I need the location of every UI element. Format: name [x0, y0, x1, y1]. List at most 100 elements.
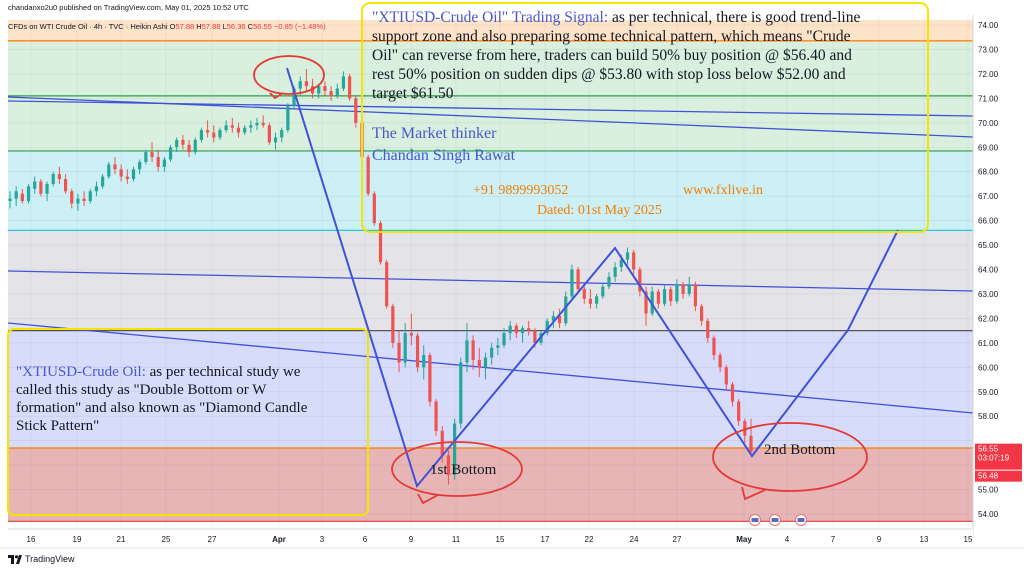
candle-body — [236, 127, 241, 133]
candle-body — [508, 325, 512, 334]
candle-body — [63, 179, 68, 192]
candle-body — [138, 161, 142, 170]
candle-body — [218, 130, 222, 138]
candle-body — [82, 198, 86, 202]
candle-body — [193, 139, 197, 153]
candle-body — [255, 122, 259, 126]
price-tick-label: 67.00 — [978, 192, 999, 201]
candle-body — [70, 191, 74, 204]
time-tick-label: 25 — [162, 535, 171, 544]
pattern-box — [7, 328, 369, 516]
low-price-tag — [975, 470, 1022, 482]
time-tick-label: 7 — [831, 535, 836, 544]
grid-lines — [8, 15, 973, 528]
candle-body — [693, 284, 698, 307]
candle-body — [341, 76, 346, 89]
price-zone — [8, 20, 973, 43]
candle-body — [743, 421, 747, 436]
bar-countdown-label: 03:07:19 — [978, 454, 1010, 463]
candle-body — [391, 306, 395, 343]
time-tick-label: 27 — [673, 535, 682, 544]
pattern-text-line: formation" and also known as "Diamond Ca… — [16, 400, 308, 416]
ohlc-close-label: C — [247, 22, 254, 31]
candle-body — [212, 132, 216, 138]
price-tick-label: 69.00 — [978, 143, 999, 152]
candle-body — [662, 289, 667, 304]
tradingview-brand: TradingView — [25, 554, 75, 564]
candle-body — [588, 298, 593, 304]
candle-body — [317, 86, 321, 94]
website: www.fxlive.in — [683, 183, 763, 198]
symbol-legend[interactable]: CFDs on WTI Crude Oil · 4h · TVC · Heiki… — [8, 22, 326, 31]
candle-body — [385, 262, 389, 307]
candle-body — [94, 186, 99, 192]
candle-body — [131, 169, 136, 180]
last-price-tag — [975, 443, 1022, 470]
candle-body — [718, 355, 722, 368]
candle-body — [366, 157, 370, 194]
candle-body — [595, 296, 599, 304]
annotations: "XTIUSD-Crude Oil" Trading Signal: as pe… — [7, 2, 929, 526]
top-callout-tail — [269, 92, 284, 100]
candle-body — [150, 152, 154, 158]
time-tick-label: 19 — [73, 535, 82, 544]
candle-body — [329, 91, 333, 96]
candle-body — [144, 152, 148, 162]
ohlc-low-value: 56.36 — [226, 22, 246, 31]
candle-body — [168, 147, 173, 160]
price-tick-label: 64.00 — [978, 266, 999, 275]
top-callout-ellipse — [253, 55, 325, 95]
candle-body — [700, 306, 704, 321]
time-tick-label: 17 — [541, 535, 550, 544]
candle-body — [656, 291, 660, 304]
candle-body — [681, 284, 685, 294]
time-axis[interactable]: 16 19 21 25 27 Apr 3 6 9 11 15 17 22 24 27 May 4 7 9 13 15 — [0, 528, 1024, 550]
event-flag-stripe — [797, 518, 805, 522]
candle-body — [162, 159, 166, 167]
time-tick-label: 11 — [452, 535, 461, 544]
candle-body — [206, 130, 210, 133]
candle-body — [650, 291, 654, 314]
published-caption: chandanxo2u0 published on TradingView.co… — [8, 3, 249, 12]
candle-body — [267, 125, 271, 143]
signal-text-line: as per technical, there is good trend-li… — [612, 9, 860, 26]
candle-body — [26, 186, 31, 202]
signal-text-line: support zone and also preparing some tec… — [372, 28, 851, 45]
candle-body — [113, 164, 117, 170]
candle-body — [483, 357, 488, 368]
candle-body — [520, 328, 525, 334]
candle-body — [397, 342, 401, 363]
price-axis[interactable]: 74.00 73.00 72.00 71.00 70.00 69.00 68.00 67.00… — [972, 0, 1024, 538]
price-tick-label: 71.00 — [978, 94, 999, 103]
signal-text-line: rest 50% position on sudden dips @ $53.8… — [372, 66, 846, 83]
pattern-text-line: as per technical study we — [150, 364, 301, 380]
candle-body — [101, 176, 105, 187]
candle-body — [644, 291, 648, 314]
event-flag-stripe — [751, 518, 759, 522]
candle-body — [280, 130, 284, 138]
candle-body — [156, 157, 160, 167]
price-zone — [8, 42, 973, 151]
price-zone — [8, 150, 973, 231]
candle-body — [545, 320, 549, 334]
candle-body — [20, 193, 24, 202]
low-price-label: 56.48 — [978, 472, 999, 481]
candle-body — [527, 328, 531, 331]
candle-body — [601, 286, 605, 297]
signal-text-line: Oil" can reverse from here, traders can … — [372, 47, 852, 64]
ohlc-open-label: O — [169, 22, 176, 31]
candle-body — [607, 276, 611, 287]
second-bottom-tail — [741, 486, 766, 501]
candle-body — [88, 191, 92, 202]
price-tick-label: 61.00 — [978, 339, 999, 348]
candle-body — [465, 340, 469, 363]
price-tick-label: 62.00 — [978, 314, 999, 323]
author-line-1: The Market thinker — [372, 125, 497, 142]
tradingview-footer[interactable]: TradingView — [8, 554, 75, 565]
w-pattern-path — [286, 67, 899, 489]
w-pattern-line — [286, 67, 899, 489]
price-tick-label: 60.00 — [978, 363, 999, 372]
candle-body — [33, 181, 37, 189]
candle-body — [51, 174, 55, 184]
